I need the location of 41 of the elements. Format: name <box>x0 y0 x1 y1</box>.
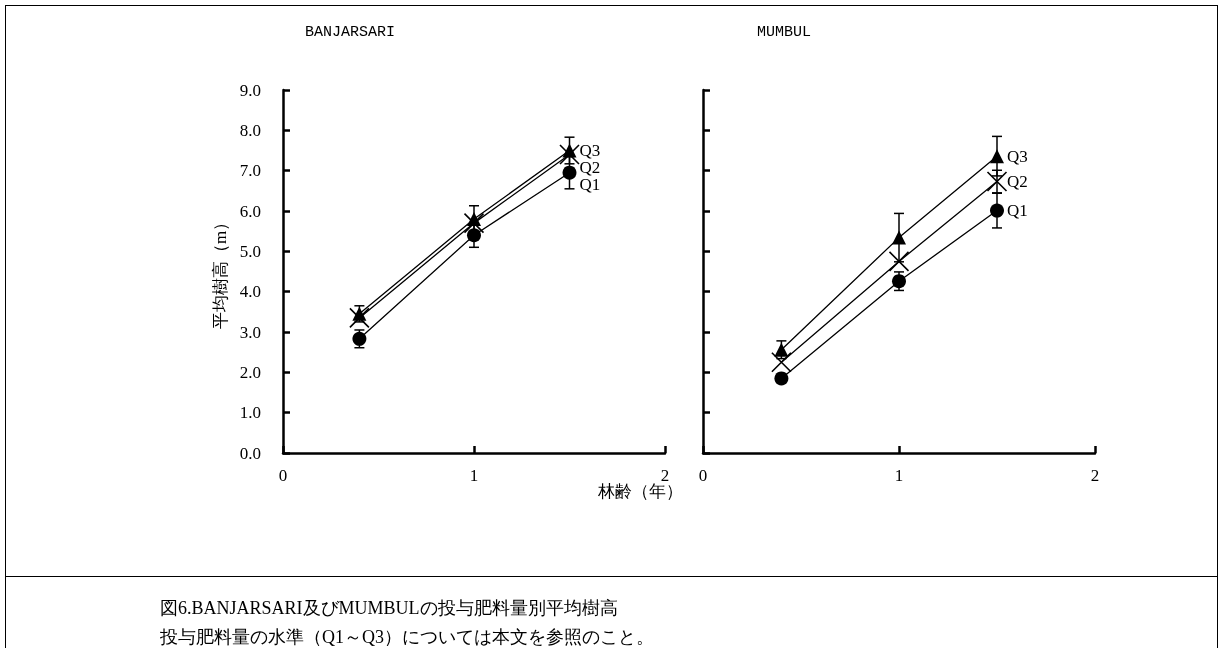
point <box>467 228 481 243</box>
y-tick-label: 5.0 <box>239 241 261 261</box>
y-tick-label: 7.0 <box>239 161 261 181</box>
point <box>463 212 485 234</box>
y-tick-label: 3.0 <box>239 322 261 342</box>
series-label: Q2 <box>579 158 601 177</box>
y-tick-label: 9.0 <box>239 80 261 100</box>
y-tick-label: 6.0 <box>239 201 261 221</box>
point <box>774 371 789 386</box>
chart-title: BANJARSARI <box>305 24 396 41</box>
series-label: Q3 <box>1007 146 1028 166</box>
y-tick-label: 8.0 <box>239 120 261 140</box>
series-label: Q3 <box>579 141 601 160</box>
caption: 図6.BANJARSARI及びMUMBULの投与肥料量別平均樹高 <box>160 597 618 620</box>
point <box>562 165 577 180</box>
chart-title: MUMBUL <box>757 24 812 41</box>
x-tick-label: 2 <box>660 466 670 485</box>
point <box>349 307 370 329</box>
point <box>892 230 906 245</box>
y-tick-label: 4.0 <box>239 282 261 302</box>
point <box>467 212 481 227</box>
x-tick-label: 1 <box>894 466 904 485</box>
point <box>559 144 580 165</box>
text: 投与肥料量の水準（Q1～Q3）については本文を参照のこと。 <box>160 626 654 648</box>
y-tick-label: 2.0 <box>239 362 261 382</box>
x-tick-label: 0 <box>278 466 288 485</box>
x-tick-label: 1 <box>469 466 479 485</box>
y-axis-title: 平均樹高（m） <box>210 213 230 330</box>
series-label: Q1 <box>1007 201 1028 221</box>
point <box>771 351 792 373</box>
y-tick-label: 0.0 <box>239 443 261 463</box>
point <box>888 251 910 272</box>
series-label: Q1 <box>579 175 601 194</box>
x-tick-label: 2 <box>1090 466 1100 485</box>
x-axis-title: 林齢（年） <box>597 482 683 501</box>
point <box>990 203 1004 218</box>
x-tick-label: 0 <box>698 466 708 485</box>
y-tick-label: 1.0 <box>239 403 261 423</box>
point <box>562 143 577 158</box>
point <box>990 149 1004 164</box>
series-label: Q2 <box>1007 172 1028 192</box>
